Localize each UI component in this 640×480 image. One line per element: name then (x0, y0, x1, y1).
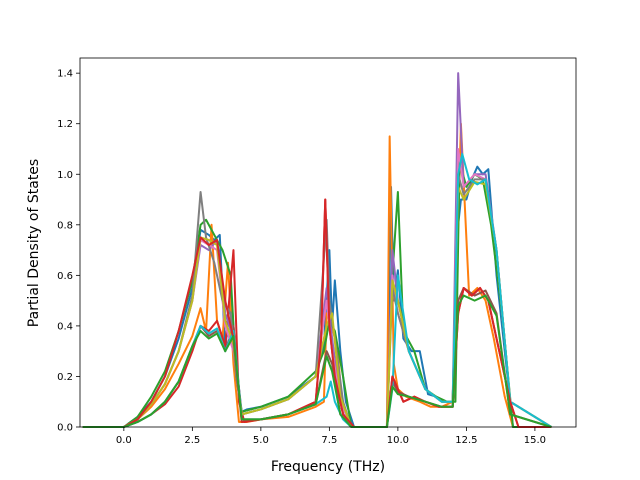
series-line-11 (82, 198, 552, 428)
y-tick-label: 1.0 (57, 170, 73, 181)
axes-layer: 0.0 2.5 5.0 7.5 10.0 12.5 15.0 0.0 0.2 0.4 0.6 0.8 1… (57, 57, 577, 446)
y-tick-label: 0.8 (57, 220, 73, 231)
plot-frame (79, 57, 577, 428)
y-tick-label: 0.0 (57, 423, 73, 434)
y-axis-label: Partial Density of States (26, 159, 42, 327)
x-tick-label: 7.5 (321, 435, 337, 446)
series-layer (82, 72, 552, 428)
x-axis-label: Frequency (THz) (271, 459, 385, 475)
x-tick-label: 5.0 (253, 435, 269, 446)
x-tick-label: 2.5 (184, 435, 200, 446)
x-tick-label: 0.0 (116, 435, 132, 446)
series-line-12 (82, 294, 552, 428)
x-tick-label: 10.0 (387, 435, 409, 446)
x-tick-label: 12.5 (455, 435, 477, 446)
y-tick-label: 0.6 (57, 271, 73, 282)
y-tick-label: 1.4 (57, 69, 73, 80)
y-tick-label: 0.4 (57, 321, 73, 332)
y-tick-label: 1.2 (57, 119, 73, 130)
x-tick-label: 15.0 (524, 435, 546, 446)
y-tick-label: 0.2 (57, 372, 73, 383)
